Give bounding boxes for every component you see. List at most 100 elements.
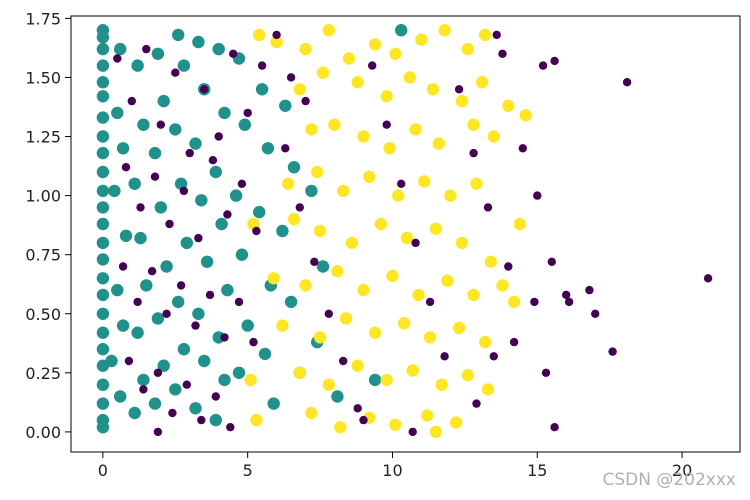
scatter-point	[533, 191, 542, 200]
scatter-point	[489, 352, 498, 361]
scatter-point	[287, 213, 301, 226]
scatter-point	[322, 378, 335, 391]
scatter-point	[429, 222, 443, 235]
x-tick-label: 15	[527, 461, 547, 480]
scatter-point	[160, 260, 173, 273]
scatter-point	[200, 85, 209, 94]
scatter-point	[218, 106, 231, 120]
scatter-point	[530, 297, 539, 307]
scatter-point	[172, 28, 185, 42]
scatter-point	[244, 373, 257, 387]
scatter-point	[177, 343, 191, 356]
scatter-point	[507, 295, 521, 309]
scatter-point	[380, 90, 393, 103]
scatter-point	[232, 366, 246, 379]
scatter-point	[195, 194, 208, 207]
scatter-point	[441, 274, 454, 287]
scatter-point	[192, 35, 205, 49]
scatter-point	[547, 257, 556, 266]
scatter-point	[386, 269, 399, 283]
scatter-point	[487, 130, 500, 143]
y-tick-label: 0.00	[25, 423, 61, 442]
scatter-point	[250, 413, 263, 427]
scatter-point	[412, 288, 425, 302]
scatter-point	[397, 317, 411, 330]
scatter-point	[172, 295, 185, 309]
scatter-point	[96, 421, 110, 434]
scatter-point	[392, 189, 405, 202]
scatter-point	[237, 179, 247, 188]
scatter-point	[96, 111, 110, 124]
scatter-point	[96, 272, 110, 285]
scatter-point	[205, 290, 215, 300]
scatter-point	[284, 295, 298, 309]
x-tick-label: 0	[98, 461, 108, 480]
scatter-point	[450, 416, 463, 429]
scatter-point	[131, 326, 144, 339]
scatter-point	[282, 177, 295, 190]
scatter-point	[137, 118, 150, 131]
scatter-point	[342, 52, 356, 65]
scatter-point	[286, 73, 296, 82]
scatter-point	[313, 224, 327, 238]
scatter-point	[409, 123, 422, 136]
scatter-point	[96, 217, 110, 231]
scatter-point	[461, 369, 474, 382]
scatter-point	[151, 312, 165, 325]
scatter-point	[389, 418, 402, 431]
scatter-point	[96, 253, 110, 266]
watermark-text: CSDN @202xxx	[602, 470, 736, 490]
scatter-point	[452, 321, 466, 335]
scatter-point	[368, 38, 382, 51]
scatter-point	[249, 337, 258, 347]
scatter-point	[538, 61, 548, 70]
scatter-point	[415, 33, 428, 46]
scatter-point	[408, 427, 417, 437]
scatter-point	[478, 28, 492, 42]
scatter-point	[111, 106, 124, 120]
scatter-point	[411, 238, 420, 248]
scatter-point	[96, 307, 110, 320]
x-tick-label: 5	[243, 461, 253, 480]
scatter-point	[223, 210, 232, 219]
plot-frame	[70, 15, 741, 453]
scatter-point	[585, 285, 594, 295]
scatter-point	[140, 279, 153, 292]
scatter-point	[162, 309, 171, 318]
scatter-point	[111, 283, 124, 297]
scatter-point	[467, 288, 480, 302]
scatter-point	[114, 42, 127, 56]
scatter-point	[177, 59, 191, 72]
scatter-point	[331, 265, 344, 278]
scatter-point	[261, 142, 275, 155]
scatter-point	[255, 83, 269, 96]
scatter-point	[121, 163, 131, 172]
scatter-point	[502, 99, 515, 113]
scatter-point	[310, 257, 319, 266]
scatter-point	[243, 108, 252, 118]
scatter-point	[461, 42, 474, 56]
scatter-point	[400, 231, 414, 245]
scatter-point	[211, 392, 220, 401]
scatter-point	[151, 47, 165, 60]
scatter-point	[272, 30, 281, 40]
scatter-point	[299, 42, 312, 56]
scatter-point	[383, 142, 396, 155]
scatter-point	[139, 385, 148, 394]
scatter-point	[345, 236, 359, 250]
scatter-point	[293, 83, 306, 96]
scatter-point	[374, 217, 388, 231]
y-tick-label: 0.25	[25, 364, 61, 383]
scatter-point	[157, 94, 170, 108]
scatter-point	[267, 397, 280, 410]
scatter-point	[182, 380, 191, 389]
scatter-point	[153, 368, 163, 377]
scatter-point	[426, 83, 440, 96]
scatter-point	[368, 373, 382, 387]
scatter-point	[131, 59, 144, 72]
scatter-point	[253, 28, 266, 42]
scatter-point	[351, 76, 364, 89]
scatter-point	[432, 137, 445, 150]
scatter-point	[324, 309, 333, 318]
